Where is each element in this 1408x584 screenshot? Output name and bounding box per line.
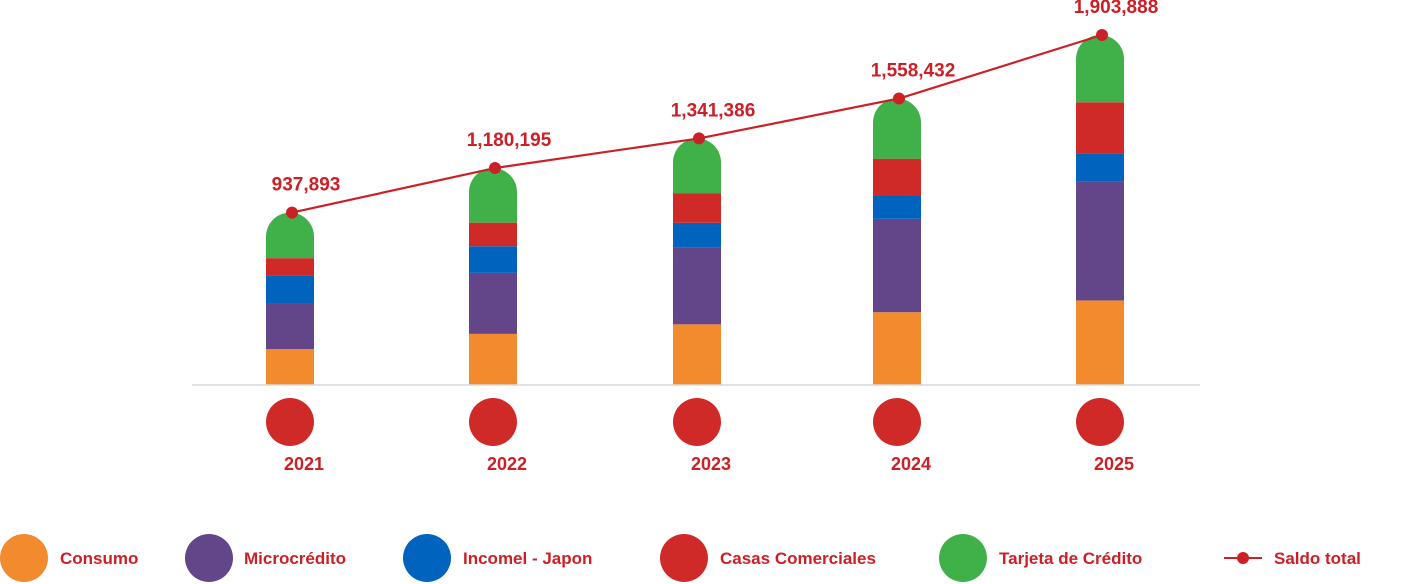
legend-label-consumo: Consumo bbox=[60, 549, 138, 568]
data-label-2021: 937,893 bbox=[272, 175, 341, 196]
line-point-2023 bbox=[693, 132, 705, 145]
bar-2023-casas-comerciales bbox=[673, 193, 721, 223]
bar-2021-casas-comerciales bbox=[266, 258, 314, 276]
legend-label-incomel-japon: Incomel - Japon bbox=[463, 549, 592, 568]
bar-2024-tarjeta-de-cr-dito bbox=[873, 98, 921, 159]
x-tick-label-2025: 2025 bbox=[1094, 454, 1134, 474]
year-marker-2025 bbox=[1076, 398, 1124, 446]
bar-2023-microcr-dito bbox=[673, 247, 721, 325]
legend-swatch-microcr-dito bbox=[185, 534, 233, 582]
legend-swatch-dot-saldo-total bbox=[1237, 552, 1249, 564]
bar-2023-consumo bbox=[673, 324, 721, 385]
legend-label-microcr-dito: Microcrédito bbox=[244, 549, 346, 568]
total-line-layer: 937,893 1,180,195 1,341,386 1,558,432 1,903,… bbox=[272, 0, 1159, 219]
bar-2023-tarjeta-de-cr-dito bbox=[673, 138, 721, 194]
x-tick-label-2021: 2021 bbox=[284, 454, 324, 474]
bar-2021-tarjeta-de-cr-dito bbox=[266, 212, 314, 259]
legend: Consumo Microcrédito Incomel - Japon Casas … bbox=[0, 534, 1361, 582]
year-marker-2021 bbox=[266, 398, 314, 446]
bar-2021-consumo bbox=[266, 349, 314, 385]
bar-2025-consumo bbox=[1076, 300, 1124, 385]
year-markers-layer: 2021 2022 2023 2024 2025 bbox=[259, 391, 1134, 474]
x-tick-label-2022: 2022 bbox=[487, 454, 527, 474]
bar-2024-microcr-dito bbox=[873, 218, 921, 313]
x-tick-label-2023: 2023 bbox=[691, 454, 731, 474]
year-marker-2022 bbox=[469, 398, 517, 446]
bar-2022-consumo bbox=[469, 333, 517, 385]
legend-swatch-consumo bbox=[0, 534, 48, 582]
legend-label-tarjeta-de-cr-dito: Tarjeta de Crédito bbox=[999, 549, 1142, 568]
legend-label-casas-comerciales: Casas Comerciales bbox=[720, 549, 876, 568]
bar-2025-microcr-dito bbox=[1076, 181, 1124, 301]
bar-2025-incomel-japon bbox=[1076, 153, 1124, 182]
legend-label-saldo-total: Saldo total bbox=[1274, 549, 1361, 568]
bar-2022-microcr-dito bbox=[469, 272, 517, 334]
line-point-2021 bbox=[286, 206, 298, 219]
year-marker-2023 bbox=[673, 398, 721, 446]
year-marker-2024 bbox=[873, 398, 921, 446]
line-point-2022 bbox=[489, 162, 501, 175]
bar-2022-tarjeta-de-cr-dito bbox=[469, 168, 517, 223]
bar-2025-casas-comerciales bbox=[1076, 102, 1124, 154]
line-point-2025 bbox=[1096, 29, 1108, 41]
legend-swatch-tarjeta-de-cr-dito bbox=[939, 534, 987, 582]
line-point-2024 bbox=[893, 92, 905, 105]
bar-2023-incomel-japon bbox=[673, 222, 721, 248]
legend-swatch-casas-comerciales bbox=[660, 534, 708, 582]
bar-2022-casas-comerciales bbox=[469, 222, 517, 247]
bar-2022-incomel-japon bbox=[469, 246, 517, 273]
bar-2021-incomel-japon bbox=[266, 275, 314, 304]
bar-2024-consumo bbox=[873, 312, 921, 385]
data-label-2024: 1,558,432 bbox=[871, 61, 956, 82]
bars-layer bbox=[266, 35, 1124, 385]
bar-2024-casas-comerciales bbox=[873, 158, 921, 196]
bar-2021-microcr-dito bbox=[266, 303, 314, 350]
data-label-2022: 1,180,195 bbox=[467, 130, 552, 151]
bar-2025-tarjeta-de-cr-dito bbox=[1076, 35, 1124, 103]
x-tick-label-2024: 2024 bbox=[891, 454, 931, 474]
legend-swatch-incomel-japon bbox=[403, 534, 451, 582]
data-label-2025: 1,903,888 bbox=[1074, 0, 1159, 18]
bar-2024-incomel-japon bbox=[873, 195, 921, 219]
data-label-2023: 1,341,386 bbox=[671, 100, 756, 121]
